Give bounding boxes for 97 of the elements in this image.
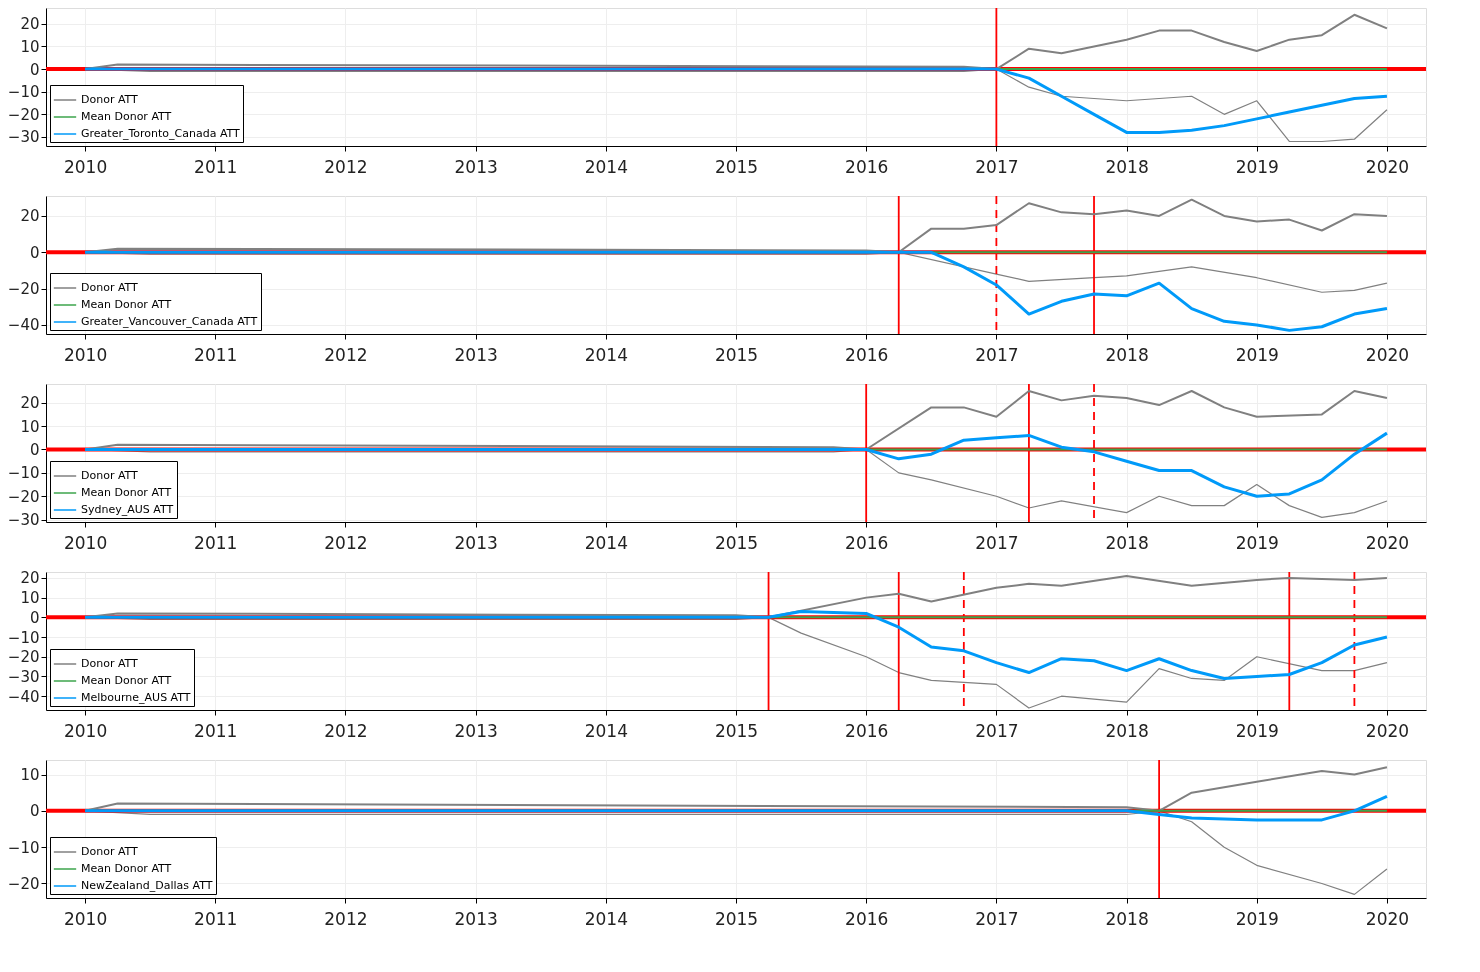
y-tick-label: 20 bbox=[20, 207, 40, 226]
x-tick-label: 2012 bbox=[324, 720, 368, 741]
x-tick-label: 2020 bbox=[1365, 908, 1410, 929]
legend-label: Mean Donor ATT bbox=[81, 674, 172, 687]
x-tick-label: 2019 bbox=[1235, 344, 1279, 365]
y-tick-label: −10 bbox=[7, 464, 40, 483]
x-tick-label: 2017 bbox=[975, 344, 1019, 365]
y-tick-label: −30 bbox=[7, 511, 40, 530]
x-tick-label: 2015 bbox=[714, 908, 759, 929]
x-tick-label: 2017 bbox=[975, 532, 1019, 553]
x-tick-label: 2011 bbox=[194, 344, 238, 365]
legend-label: Greater_Vancouver_Canada ATT bbox=[81, 315, 258, 328]
x-tick-label: 2017 bbox=[975, 908, 1019, 929]
legend-label: Donor ATT bbox=[81, 93, 139, 106]
legend-label: Melbourne_AUS ATT bbox=[81, 691, 191, 704]
legend-label: NewZealand_Dallas ATT bbox=[81, 879, 213, 892]
legend-label: Mean Donor ATT bbox=[81, 486, 172, 499]
legend-label: Donor ATT bbox=[81, 657, 139, 670]
x-tick-label: 2020 bbox=[1365, 720, 1410, 741]
y-tick-label: −40 bbox=[7, 687, 40, 706]
y-tick-label: −20 bbox=[7, 280, 40, 299]
x-tick-label: 2014 bbox=[584, 720, 628, 741]
y-tick-label: 10 bbox=[20, 766, 40, 785]
x-tick-label: 2015 bbox=[714, 344, 759, 365]
x-tick-label: 2019 bbox=[1235, 720, 1279, 741]
legend-label: Sydney_AUS ATT bbox=[81, 503, 174, 516]
x-tick-label: 2016 bbox=[845, 532, 889, 553]
x-tick-label: 2011 bbox=[194, 908, 238, 929]
x-tick-label: 2010 bbox=[63, 156, 108, 177]
x-tick-label: 2018 bbox=[1105, 344, 1149, 365]
y-tick-label: −30 bbox=[7, 128, 40, 147]
x-tick-label: 2016 bbox=[845, 344, 889, 365]
legend-label: Mean Donor ATT bbox=[81, 298, 172, 311]
x-tick-label: 2013 bbox=[454, 720, 498, 741]
x-tick-label: 2017 bbox=[975, 156, 1019, 177]
x-tick-label: 2016 bbox=[845, 720, 889, 741]
y-tick-label: −30 bbox=[7, 667, 40, 686]
legend-label: Mean Donor ATT bbox=[81, 110, 172, 123]
y-tick-label: −10 bbox=[7, 628, 40, 647]
y-tick-label: 20 bbox=[20, 569, 40, 588]
y-tick-label: 0 bbox=[29, 60, 40, 79]
x-tick-label: 2013 bbox=[454, 156, 498, 177]
y-tick-label: 10 bbox=[20, 417, 40, 436]
x-tick-label: 2018 bbox=[1105, 156, 1149, 177]
y-tick-label: 10 bbox=[20, 589, 40, 608]
x-tick-label: 2015 bbox=[714, 532, 759, 553]
x-tick-label: 2019 bbox=[1235, 908, 1279, 929]
x-tick-label: 2012 bbox=[324, 156, 368, 177]
x-tick-label: 2014 bbox=[584, 532, 628, 553]
legend-label: Donor ATT bbox=[81, 281, 139, 294]
x-tick-label: 2020 bbox=[1365, 344, 1410, 365]
y-tick-label: −20 bbox=[7, 487, 40, 506]
x-tick-label: 2019 bbox=[1235, 156, 1279, 177]
x-tick-label: 2012 bbox=[324, 532, 368, 553]
legend-label: Donor ATT bbox=[81, 845, 139, 858]
y-tick-label: 0 bbox=[29, 440, 40, 459]
x-tick-label: 2020 bbox=[1365, 532, 1410, 553]
x-tick-label: 2016 bbox=[845, 908, 889, 929]
x-tick-label: 2013 bbox=[454, 532, 498, 553]
y-tick-label: 20 bbox=[20, 394, 40, 413]
y-tick-label: 0 bbox=[29, 802, 40, 821]
y-tick-label: −20 bbox=[7, 105, 40, 124]
x-tick-label: 2013 bbox=[454, 344, 498, 365]
legend-label: Donor ATT bbox=[81, 469, 139, 482]
y-tick-label: 20 bbox=[20, 15, 40, 34]
y-tick-label: −20 bbox=[7, 648, 40, 667]
x-tick-label: 2014 bbox=[584, 156, 628, 177]
x-tick-label: 2010 bbox=[63, 908, 108, 929]
x-tick-label: 2011 bbox=[194, 532, 238, 553]
y-tick-label: −40 bbox=[7, 316, 40, 335]
x-tick-label: 2018 bbox=[1105, 532, 1149, 553]
y-tick-label: −10 bbox=[7, 83, 40, 102]
x-tick-label: 2019 bbox=[1235, 532, 1279, 553]
x-tick-label: 2012 bbox=[324, 344, 368, 365]
x-tick-label: 2018 bbox=[1105, 720, 1149, 741]
y-tick-label: 10 bbox=[20, 37, 40, 56]
x-tick-label: 2010 bbox=[63, 720, 108, 741]
x-tick-label: 2015 bbox=[714, 156, 759, 177]
x-tick-label: 2012 bbox=[324, 908, 368, 929]
legend-label: Mean Donor ATT bbox=[81, 862, 172, 875]
x-tick-label: 2010 bbox=[63, 344, 108, 365]
x-tick-label: 2020 bbox=[1365, 156, 1410, 177]
x-tick-label: 2014 bbox=[584, 344, 628, 365]
x-tick-label: 2010 bbox=[63, 532, 108, 553]
y-tick-label: −10 bbox=[7, 838, 40, 857]
x-tick-label: 2018 bbox=[1105, 908, 1149, 929]
x-tick-label: 2016 bbox=[845, 156, 889, 177]
y-tick-label: 0 bbox=[29, 608, 40, 627]
y-tick-label: 0 bbox=[29, 243, 40, 262]
x-tick-label: 2017 bbox=[975, 720, 1019, 741]
x-tick-label: 2015 bbox=[714, 720, 759, 741]
x-tick-label: 2011 bbox=[194, 720, 238, 741]
legend-label: Greater_Toronto_Canada ATT bbox=[81, 127, 241, 140]
x-tick-label: 2014 bbox=[584, 908, 628, 929]
y-tick-label: −20 bbox=[7, 874, 40, 893]
x-tick-label: 2011 bbox=[194, 156, 238, 177]
x-tick-label: 2013 bbox=[454, 908, 498, 929]
